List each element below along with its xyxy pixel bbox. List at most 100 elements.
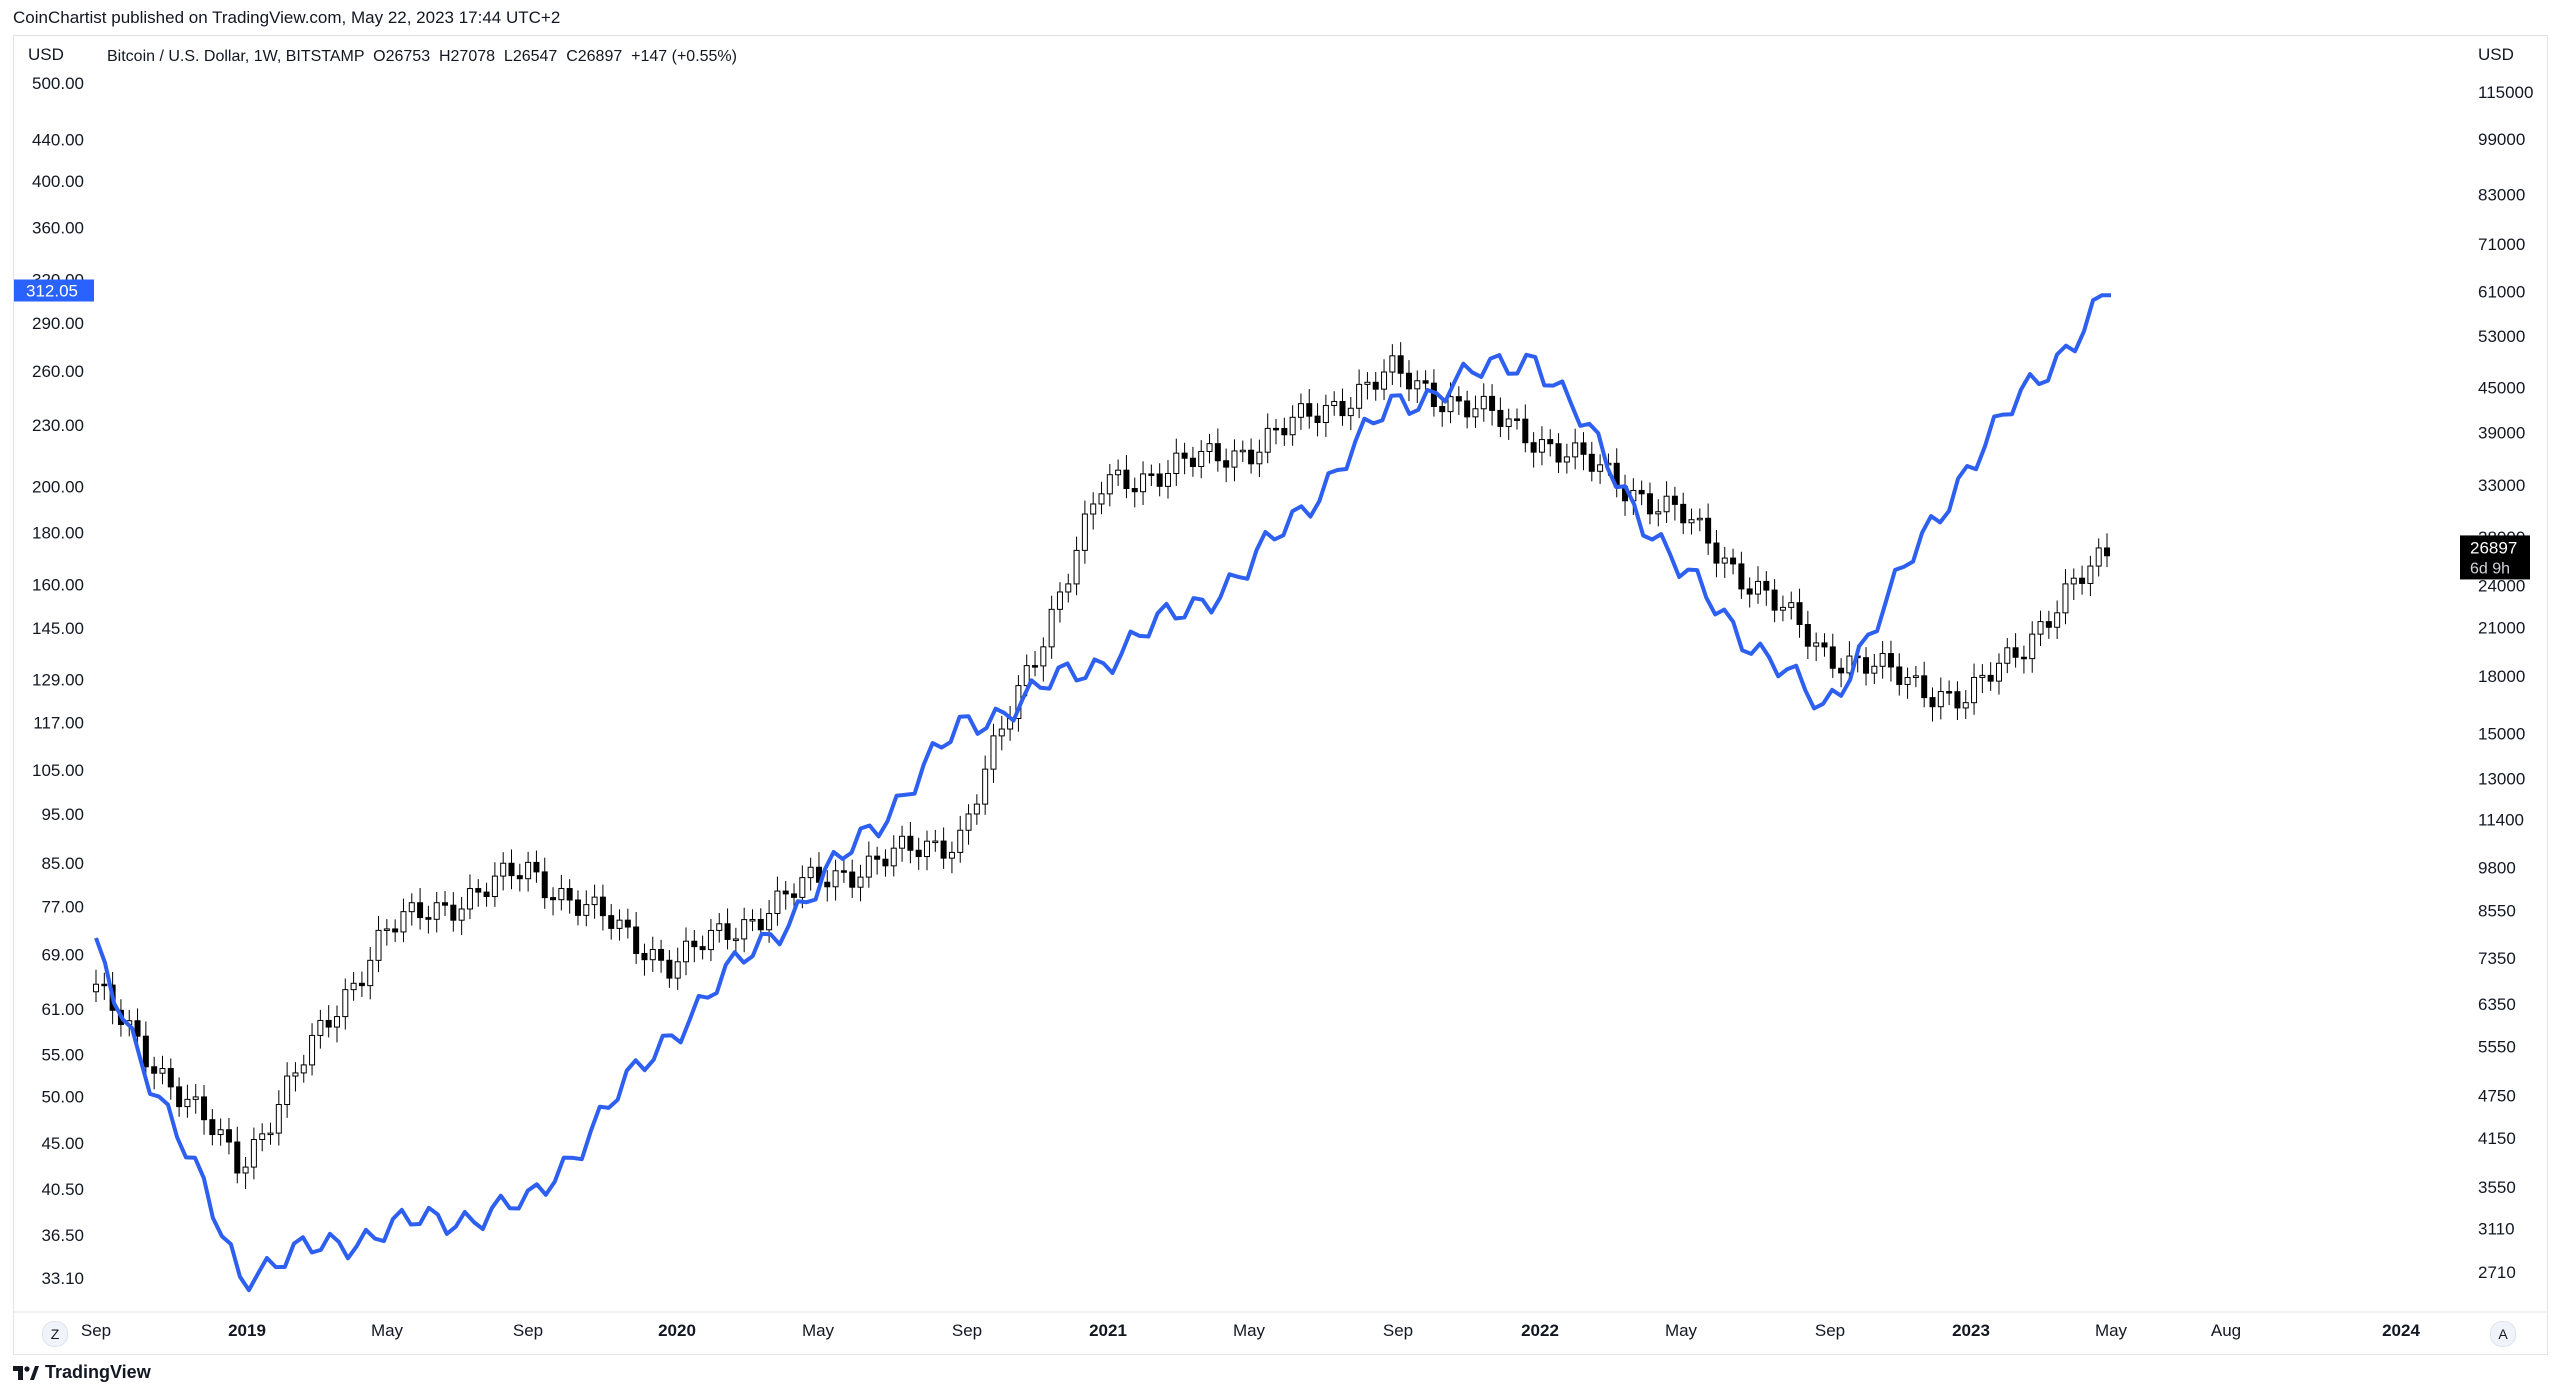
candle-down <box>1730 557 1737 565</box>
candle-up <box>367 959 374 987</box>
time-axis-label: 2021 <box>1089 1321 1127 1340</box>
right-axis-tick: 8550 <box>2478 901 2516 920</box>
left-axis-tick: 440.00 <box>32 130 84 149</box>
auto-scale-button[interactable]: A <box>2490 1321 2516 1347</box>
candle-down <box>666 959 673 979</box>
candle-down <box>1181 452 1188 459</box>
candle-down <box>874 855 881 860</box>
candle-down <box>1705 517 1712 544</box>
candle-down <box>1281 427 1288 436</box>
right-axis-tick: 24000 <box>2478 576 2525 595</box>
candle-down <box>940 840 947 859</box>
candle-up <box>973 803 980 815</box>
left-price-badge <box>14 279 94 302</box>
left-axis-tick: 180.00 <box>32 524 84 543</box>
candle-down <box>2020 656 2027 660</box>
candle-down <box>1123 469 1130 490</box>
candle-down <box>1921 675 1928 699</box>
candle-down <box>234 1141 241 1174</box>
candle-up <box>1115 469 1122 476</box>
candle-up <box>1239 449 1246 453</box>
candle-up <box>957 829 964 853</box>
candle-up <box>1198 450 1205 467</box>
tradingview-logo[interactable]: TradingView <box>13 1362 151 1383</box>
candle-down <box>599 896 606 917</box>
candle-down <box>824 881 831 888</box>
right-axis-tick: 71000 <box>2478 235 2525 254</box>
candle-up <box>1962 702 1969 709</box>
candle-down <box>1306 403 1313 417</box>
symbol-legend: Bitcoin / U.S. Dollar, 1W, BITSTAMP O267… <box>107 48 737 65</box>
right-axis-tick: 83000 <box>2478 186 2525 205</box>
candle-down <box>1954 691 1961 709</box>
candle-up <box>1655 511 1662 515</box>
candle-down <box>1489 395 1496 411</box>
candle-up <box>965 813 972 831</box>
candle-down <box>358 982 365 987</box>
candle-up <box>259 1133 266 1141</box>
candle-down <box>1214 443 1221 462</box>
candle-up <box>1904 677 1911 685</box>
candle-up <box>1065 583 1072 593</box>
right-axis-tick: 61000 <box>2478 283 2525 302</box>
candle-down <box>134 1020 141 1037</box>
candle-up <box>716 923 723 931</box>
candle-up <box>2095 547 2102 567</box>
candle-up <box>1480 395 1487 410</box>
candle-down <box>1223 460 1230 468</box>
candle-up <box>1663 495 1670 513</box>
candle-down <box>1522 418 1529 444</box>
candle-up <box>1264 427 1271 453</box>
candle-down <box>209 1119 216 1136</box>
time-axis-label: May <box>1233 1321 1266 1340</box>
candle-up <box>1081 513 1088 551</box>
zoom-button[interactable]: Z <box>42 1321 68 1347</box>
left-axis-tick: 33.10 <box>41 1269 84 1288</box>
candle-down <box>1580 442 1587 455</box>
left-axis-tick: 105.00 <box>32 761 84 780</box>
left-axis-unit: USD <box>28 45 64 64</box>
right-axis-tick: 18000 <box>2478 667 2525 686</box>
candle-up <box>1912 675 1919 679</box>
candle-up <box>1505 418 1512 427</box>
left-axis-tick: 290.00 <box>32 314 84 333</box>
candle-down <box>1738 563 1745 590</box>
candle-up <box>1206 443 1213 452</box>
candle-down <box>1929 697 1936 708</box>
candle-up <box>1788 602 1795 608</box>
time-axis-label: 2019 <box>228 1321 266 1340</box>
right-axis-tick: 53000 <box>2478 327 2525 346</box>
left-axis-tick: 500.00 <box>32 74 84 93</box>
candle-down <box>1372 381 1379 390</box>
candle-down <box>1189 457 1196 467</box>
right-axis-tick: 33000 <box>2478 476 2525 495</box>
candle-up <box>616 919 623 929</box>
candle-up <box>267 1132 274 1136</box>
candle-down <box>167 1068 174 1088</box>
candle-up <box>857 876 864 888</box>
candle-down <box>1896 666 1903 685</box>
candle-up <box>749 918 756 922</box>
right-axis-tick: 99000 <box>2478 130 2525 149</box>
candle-up <box>1289 416 1296 436</box>
candle-up <box>159 1068 166 1074</box>
candle-up <box>832 870 839 888</box>
candle-down <box>757 918 764 931</box>
left-axis-tick: 50.00 <box>41 1087 84 1106</box>
candle-up <box>766 913 773 931</box>
candle-up <box>1322 404 1329 424</box>
candle-down <box>641 952 648 961</box>
candle-up <box>1754 580 1761 595</box>
right-axis-tick: 3110 <box>2478 1220 2515 1239</box>
candle-down <box>1671 495 1678 505</box>
candle-up <box>1048 608 1055 648</box>
candle-up <box>184 1098 191 1108</box>
left-axis-tick: 85.00 <box>41 854 84 873</box>
candle-down <box>1863 657 1870 674</box>
candle-up <box>1164 473 1171 487</box>
candle-down <box>1680 503 1687 524</box>
candle-up <box>400 911 407 933</box>
right-axis-tick: 115000 <box>2478 83 2533 102</box>
candle-down <box>225 1129 232 1143</box>
